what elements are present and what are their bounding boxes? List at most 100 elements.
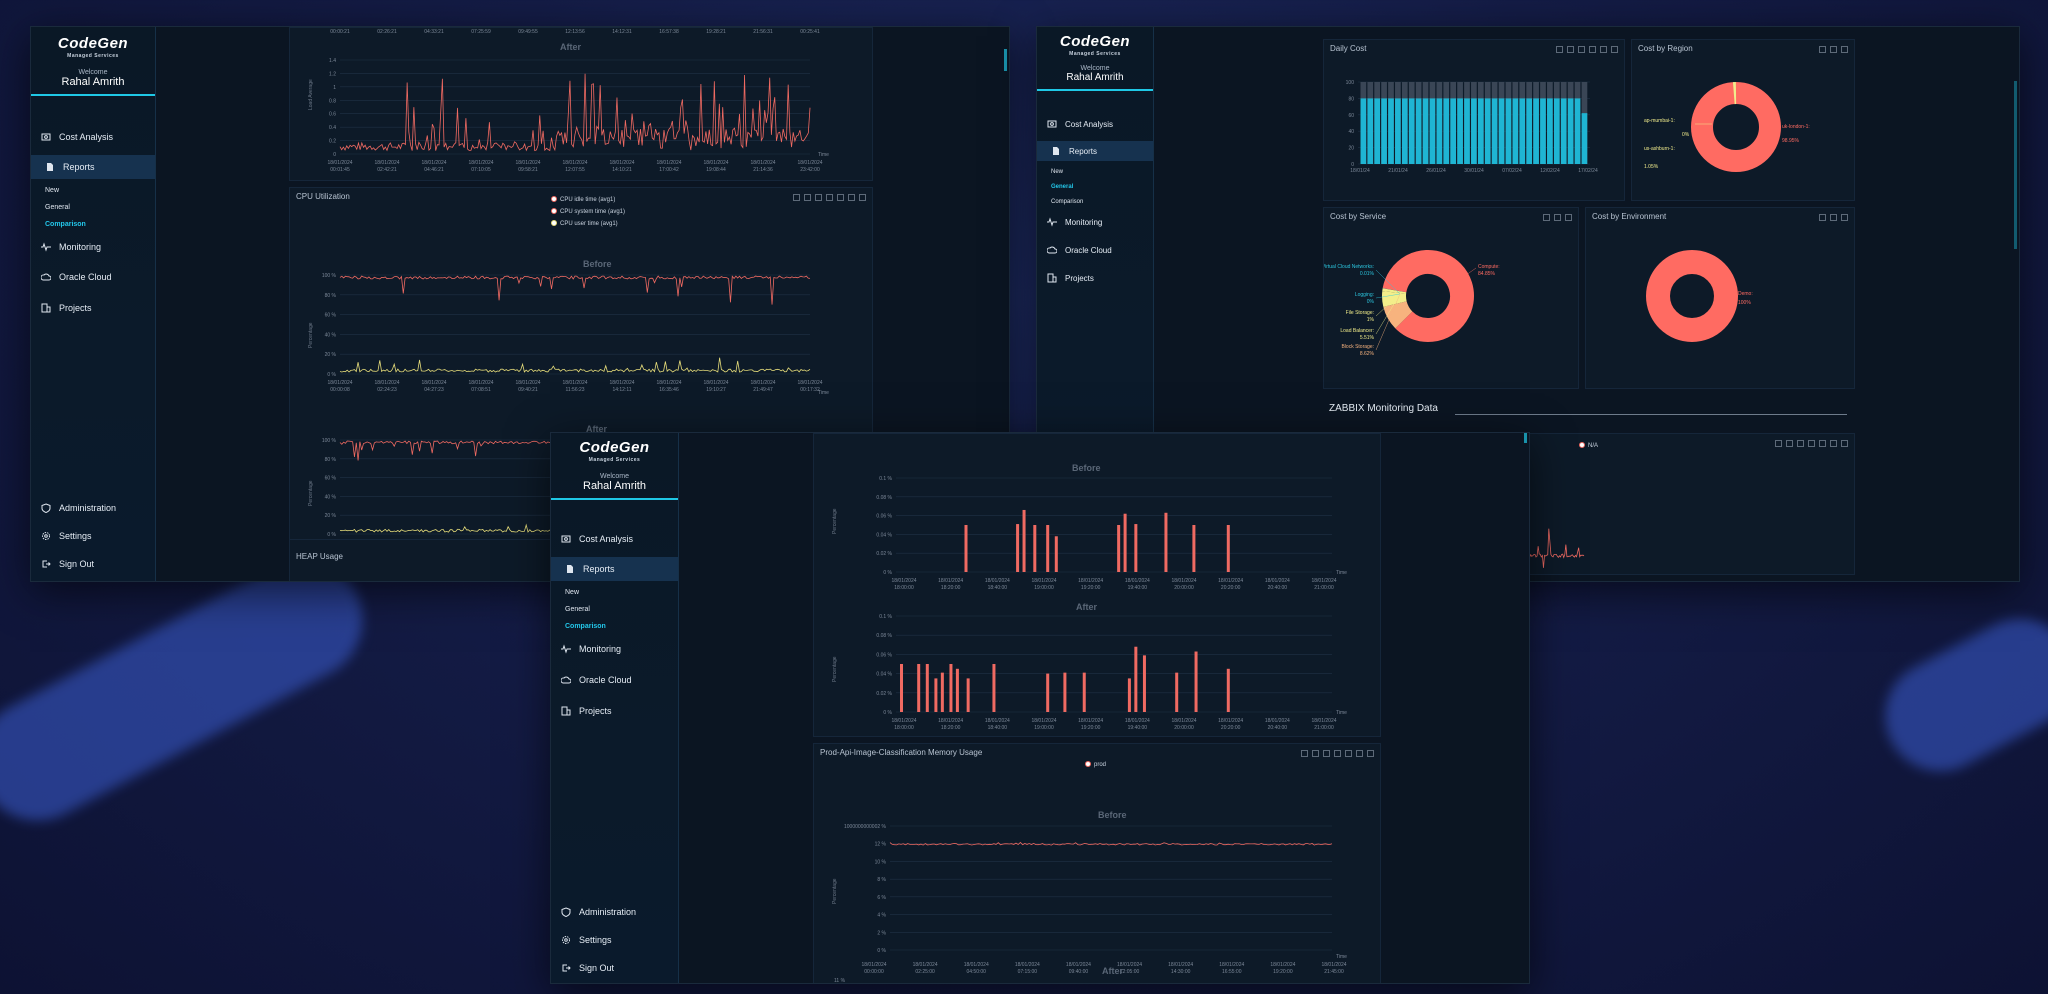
- line-icon[interactable]: [826, 194, 833, 201]
- download-icon[interactable]: [1565, 214, 1572, 221]
- donut-slice-demo[interactable]: [1646, 250, 1738, 342]
- x-tick: 19:40:00: [1128, 725, 1148, 731]
- x-tick: 18/01/2024: [515, 380, 540, 386]
- data-view-icon[interactable]: [1556, 46, 1563, 53]
- legend-idle[interactable]: CPU idle time (avg1): [560, 197, 615, 203]
- nav-oracle-cloud[interactable]: Oracle Cloud: [41, 267, 155, 287]
- scrollbar[interactable]: [1004, 49, 1007, 71]
- nav-label: Sign Out: [579, 963, 615, 973]
- download-icon[interactable]: [859, 194, 866, 201]
- bar-icon[interactable]: [1819, 440, 1826, 447]
- memory-bar: [1164, 512, 1168, 572]
- service-label: Compute:: [1478, 264, 1500, 270]
- zoom-reset-icon[interactable]: [1312, 750, 1319, 757]
- x-tick: 18/01/2024: [985, 578, 1010, 584]
- download-icon[interactable]: [1611, 46, 1618, 53]
- top-tick: 16:57:38: [659, 29, 679, 35]
- zoom-icon[interactable]: [1301, 750, 1308, 757]
- zoom-icon[interactable]: [793, 194, 800, 201]
- zabbix-legend[interactable]: N/A: [1588, 443, 1598, 449]
- data-view-icon[interactable]: [815, 194, 822, 201]
- nav-sub-comparison[interactable]: Comparison: [1051, 199, 1084, 205]
- nav-sub-new[interactable]: New: [1051, 169, 1064, 175]
- x-tick: 20:20:00: [1221, 725, 1241, 731]
- bar-icon[interactable]: [1345, 750, 1352, 757]
- nav-administration[interactable]: Administration: [561, 903, 678, 921]
- download-icon[interactable]: [1841, 46, 1848, 53]
- nav-sign-out[interactable]: Sign Out: [561, 959, 678, 977]
- data-view-icon[interactable]: [1819, 46, 1826, 53]
- line-icon[interactable]: [1808, 440, 1815, 447]
- legend-user[interactable]: CPU user time (avg1): [560, 221, 618, 227]
- x-tick: 18/01/2024: [938, 718, 963, 724]
- nav-settings[interactable]: Settings: [561, 931, 678, 949]
- nav-projects[interactable]: Projects: [561, 701, 678, 721]
- x-tick: 18/01/2024: [468, 380, 493, 386]
- bar-icon[interactable]: [1578, 46, 1585, 53]
- scrollbar[interactable]: [2014, 81, 2017, 249]
- nav-sub-general[interactable]: General: [45, 204, 70, 211]
- memory-bar: [1022, 509, 1026, 572]
- nav-projects[interactable]: Projects: [1047, 269, 1153, 287]
- y-tick: 20: [1348, 146, 1354, 152]
- chart-grid: 1.4 1.2 1 0.8 0.6 0.4 0.2 0: [329, 58, 810, 158]
- nav-monitoring[interactable]: Monitoring: [561, 639, 678, 659]
- data-view-icon[interactable]: [1797, 440, 1804, 447]
- refresh-icon[interactable]: [1600, 46, 1607, 53]
- download-icon[interactable]: [1841, 214, 1848, 221]
- stack-icon[interactable]: [1589, 46, 1596, 53]
- time-axis-label: Time: [818, 152, 829, 158]
- top-tick: 07:25:59: [471, 29, 491, 35]
- refresh-icon[interactable]: [1830, 46, 1837, 53]
- daily-cost-bar: [1450, 98, 1457, 164]
- refresh-icon[interactable]: [1554, 214, 1561, 221]
- nav-sub-comparison[interactable]: Comparison: [565, 623, 606, 630]
- x-tick: 18:00:00: [894, 585, 914, 591]
- nav-sub-comparison[interactable]: Comparison: [45, 221, 86, 228]
- nav-projects[interactable]: Projects: [41, 298, 155, 318]
- nav-reports[interactable]: Reports: [551, 557, 678, 581]
- nav-monitoring[interactable]: Monitoring: [41, 237, 155, 257]
- refresh-icon[interactable]: [1356, 750, 1363, 757]
- data-view-icon[interactable]: [1323, 750, 1330, 757]
- line-icon[interactable]: [1567, 46, 1574, 53]
- x-tick: 11:56:23: [565, 387, 584, 393]
- top-tick: 12:13:56: [565, 29, 585, 35]
- nav-sub-new[interactable]: New: [565, 589, 580, 596]
- refresh-icon[interactable]: [1830, 440, 1837, 447]
- nav-oracle-cloud[interactable]: Oracle Cloud: [1047, 241, 1153, 259]
- data-view-icon[interactable]: [1819, 214, 1826, 221]
- x-axis-ticks: 18/01/24 21/01/24 26/01/24 30/01/24 07/02/24…: [1350, 168, 1598, 174]
- nav-cost-analysis[interactable]: Cost Analysis: [41, 127, 155, 147]
- legend-system[interactable]: CPU system time (avg1): [560, 209, 625, 215]
- nav-sub-general[interactable]: General: [1051, 184, 1074, 190]
- nav-sign-out[interactable]: Sign Out: [41, 555, 155, 573]
- data-view-icon[interactable]: [1543, 214, 1550, 221]
- line-icon[interactable]: [1334, 750, 1341, 757]
- zoom-icon[interactable]: [1775, 440, 1782, 447]
- zoom-reset-icon[interactable]: [1786, 440, 1793, 447]
- nav-reports[interactable]: Reports: [31, 155, 155, 179]
- cloud-icon: [1047, 246, 1057, 254]
- nav-cost-analysis[interactable]: Cost Analysis: [561, 529, 678, 549]
- refresh-icon[interactable]: [1830, 214, 1837, 221]
- zoom-reset-icon[interactable]: [804, 194, 811, 201]
- y-tick: 0.02 %: [876, 551, 892, 557]
- refresh-icon[interactable]: [848, 194, 855, 201]
- scrollbar[interactable]: [1524, 433, 1527, 443]
- bar-icon[interactable]: [837, 194, 844, 201]
- download-icon[interactable]: [1841, 440, 1848, 447]
- user-name: Rahal Amrith: [583, 480, 646, 492]
- nav-reports[interactable]: Reports: [1037, 141, 1153, 161]
- nav-administration[interactable]: Administration: [41, 499, 155, 517]
- nav-cost-analysis[interactable]: Cost Analysis: [1047, 115, 1153, 133]
- nav-sub-general[interactable]: General: [565, 606, 590, 613]
- prod-legend[interactable]: prod: [1094, 762, 1106, 768]
- nav-settings[interactable]: Settings: [41, 527, 155, 545]
- service-value: 84.85%: [1478, 271, 1496, 277]
- download-icon[interactable]: [1367, 750, 1374, 757]
- chart-after-label: After: [1102, 966, 1123, 976]
- nav-sub-new[interactable]: New: [45, 187, 60, 194]
- nav-monitoring[interactable]: Monitoring: [1047, 213, 1153, 231]
- nav-oracle-cloud[interactable]: Oracle Cloud: [561, 670, 678, 690]
